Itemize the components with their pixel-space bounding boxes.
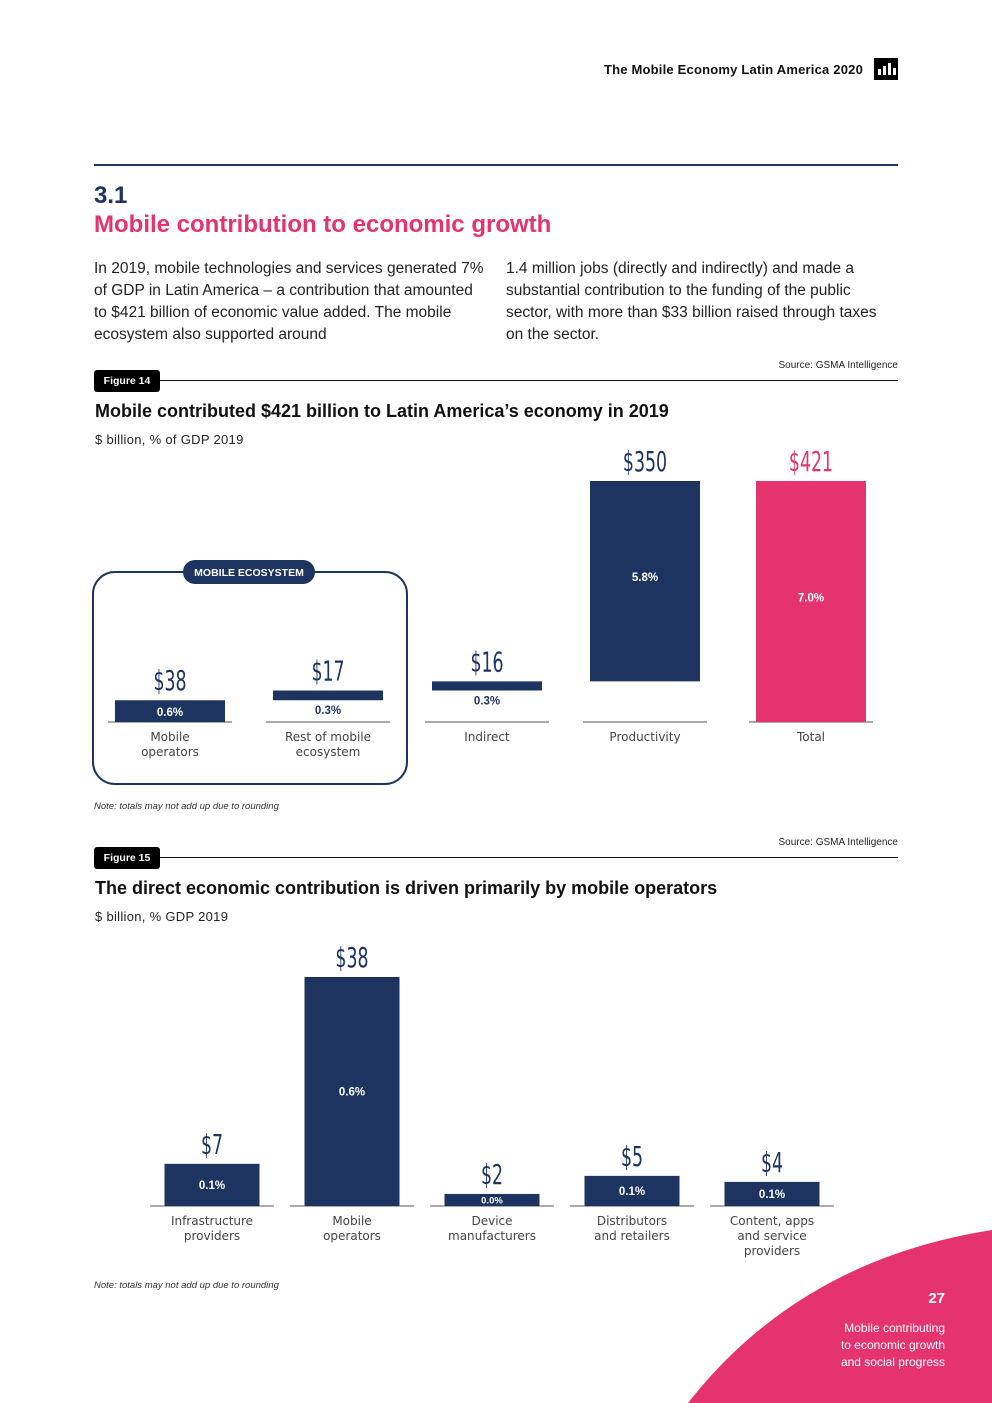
category-label: Rest of mobile: [285, 730, 371, 744]
figure15-title: The direct economic contribution is driv…: [95, 878, 718, 898]
value-label: $350: [623, 446, 667, 478]
value-label: $421: [789, 446, 833, 478]
category-label: Distributors: [597, 1214, 667, 1228]
section-title: Mobile contribution to economic growth: [94, 211, 552, 238]
category-label: Productivity: [609, 730, 680, 744]
figure15-rule: [150, 857, 898, 858]
section-number: 3.1: [94, 182, 128, 209]
gdp-share-label: 0.6%: [157, 707, 183, 719]
page-number: 27: [928, 1290, 945, 1307]
gdp-share-label: 0.3%: [315, 705, 341, 717]
figure14-note: Note: totals may not add up due to round…: [94, 801, 279, 812]
gdp-share-label: 0.0%: [481, 1195, 503, 1206]
bar-4: [756, 481, 866, 722]
category-label: Content, apps: [730, 1214, 814, 1228]
gdp-share-label: 5.8%: [632, 572, 658, 584]
footer-section-line: to economic growth: [840, 1338, 945, 1352]
bar-2: [444, 1193, 540, 1206]
gdp-share-label: 0.1%: [619, 1186, 645, 1198]
body-paragraph-col2: 1.4 million jobs (directly and indirectl…: [506, 260, 877, 343]
gdp-share-label: 0.1%: [759, 1189, 785, 1201]
category-label: Device: [471, 1214, 512, 1228]
bar-1: [304, 977, 400, 1206]
ecosystem-group-pill: [183, 560, 315, 584]
category-label: manufacturers: [448, 1229, 536, 1243]
category-label: Mobile: [332, 1214, 371, 1228]
gdp-share-label: 7.0%: [798, 593, 824, 605]
figure14-title: Mobile contributed $421 billion to Latin…: [95, 401, 669, 421]
category-label: providers: [744, 1244, 800, 1258]
category-label: operators: [323, 1229, 381, 1243]
value-label: $38: [153, 665, 186, 697]
value-label: $17: [311, 655, 344, 687]
bar-4: [724, 1181, 820, 1206]
category-label: ecosystem: [296, 745, 361, 759]
gdp-share-label: 0.1%: [199, 1180, 225, 1192]
ecosystem-group-label: MOBILE ECOSYSTEM: [194, 567, 304, 579]
value-label: $7: [201, 1129, 223, 1161]
gdp-share-label: 0.3%: [474, 696, 500, 708]
figure14-rule: [150, 380, 898, 381]
gdp-share-label: 0.6%: [339, 1087, 365, 1099]
footer-section-label: Mobile contributing to economic growth a…: [760, 1320, 945, 1371]
bar-3: [590, 481, 700, 682]
category-label: Indirect: [464, 730, 510, 744]
value-label: $4: [761, 1147, 783, 1179]
figure15-note: Note: totals may not add up due to round…: [94, 1280, 279, 1291]
category-label: and retailers: [594, 1229, 670, 1243]
figure14-subtitle: $ billion, % of GDP 2019: [95, 432, 244, 447]
figure14-source: Source: GSMA Intelligence: [778, 360, 898, 371]
value-label: $16: [470, 646, 503, 678]
gsma-logo-icon: [874, 58, 898, 80]
figure14-tag: Figure 14: [94, 370, 160, 392]
bar-0: [115, 700, 225, 722]
bar-0: [164, 1163, 260, 1206]
category-label: Infrastructure: [171, 1214, 253, 1228]
value-label: $2: [481, 1159, 503, 1191]
category-label: Mobile: [150, 730, 189, 744]
report-title: The Mobile Economy Latin America 2020: [603, 62, 863, 77]
footer-section-line: Mobile contributing: [844, 1321, 945, 1335]
section-divider: [94, 164, 898, 166]
bar-2: [432, 681, 542, 691]
category-label: providers: [184, 1229, 240, 1243]
figure15-source: Source: GSMA Intelligence: [778, 837, 898, 848]
footer-section-line: and social progress: [840, 1355, 945, 1369]
bar-1: [273, 690, 383, 701]
category-label: operators: [141, 745, 199, 759]
category-label: and service: [737, 1229, 806, 1243]
bar-3: [584, 1175, 680, 1206]
value-label: $38: [335, 942, 368, 974]
figure15-subtitle: $ billion, % GDP 2019: [95, 909, 229, 924]
figure15-tag: Figure 15: [94, 847, 160, 869]
body-paragraph-col1: In 2019, mobile technologies and service…: [94, 260, 484, 343]
category-label: Total: [796, 730, 825, 744]
value-label: $5: [621, 1141, 643, 1173]
